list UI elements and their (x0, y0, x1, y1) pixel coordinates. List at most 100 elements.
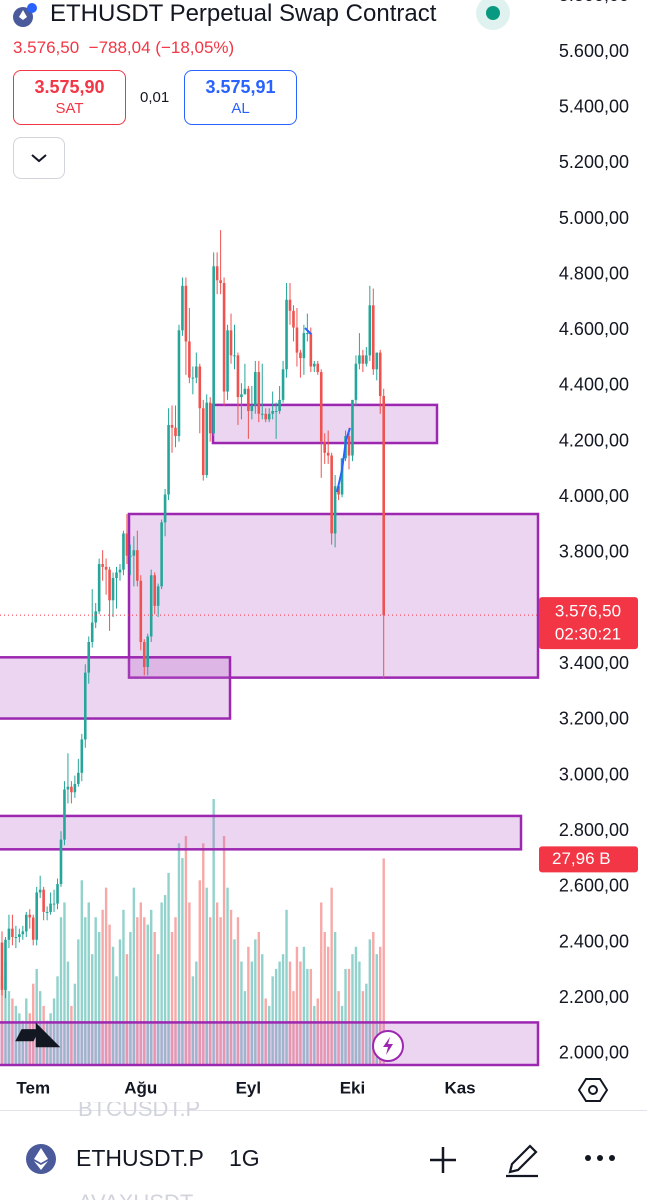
candle-body (83, 672, 87, 740)
candle-body (163, 494, 167, 523)
volume-bar (28, 1013, 31, 1065)
volume-bar (337, 991, 340, 1065)
volume-bar (184, 835, 188, 1065)
market-status[interactable] (476, 0, 510, 30)
volume-bar (240, 961, 243, 1065)
volume-bar (163, 895, 167, 1065)
prev-symbol: BTCUSDT.P (78, 1102, 200, 1120)
volume-bar (136, 917, 139, 1065)
volume-bar (299, 961, 302, 1065)
candle-body (77, 772, 80, 784)
footer-interval[interactable]: 1G (229, 1145, 260, 1171)
volume-bar (198, 880, 201, 1065)
price-tag (539, 597, 638, 650)
candle-body (28, 914, 32, 918)
volume-bar (351, 954, 354, 1065)
volume-bar (32, 983, 35, 1065)
coin-icon (13, 3, 37, 27)
candle-body (35, 892, 38, 940)
collapse-button[interactable] (13, 137, 65, 179)
candle-body (56, 884, 59, 904)
volume-bar (77, 939, 80, 1065)
candle-body (340, 458, 344, 495)
candle-body (125, 533, 129, 556)
candle-body (24, 914, 28, 932)
candle-body (149, 575, 153, 637)
candle-body (323, 441, 327, 453)
candle-body (260, 413, 264, 415)
volume-bar (42, 1005, 45, 1065)
candle-body (80, 739, 84, 773)
volume-bar (261, 954, 264, 1065)
y-tick-label: 5.600,00 (559, 41, 629, 61)
draw-icon[interactable] (502, 1140, 542, 1180)
volume-bar (361, 991, 365, 1065)
volume-bar (160, 902, 163, 1065)
settings-icon[interactable] (578, 1075, 608, 1105)
candle-body (66, 786, 70, 790)
y-tick-label: 3.000,00 (559, 764, 629, 784)
candle-body (299, 352, 302, 359)
last-price: 3.576,50 (13, 38, 80, 57)
volume-bar (209, 917, 212, 1065)
candle-body (136, 550, 139, 581)
candle-body (306, 333, 309, 335)
x-tick-label: Ağu (124, 1078, 157, 1097)
candle-body (198, 366, 202, 409)
add-icon[interactable] (425, 1142, 461, 1178)
volume-bar (146, 924, 149, 1065)
candle-body (309, 333, 313, 367)
candle-body (97, 564, 101, 612)
candle-body (378, 352, 382, 397)
volume-bar (254, 939, 257, 1065)
volume-bar (63, 902, 66, 1065)
candle-body (104, 566, 108, 570)
volume-bar (330, 887, 333, 1065)
volume-bar (70, 1005, 73, 1065)
x-tick-label: Tem (16, 1078, 50, 1097)
sell-button[interactable]: 3.575,90 SAT (13, 70, 126, 125)
candle-body (177, 330, 181, 437)
volume-bar (365, 983, 368, 1065)
candle-body (295, 327, 299, 353)
divider (0, 1110, 647, 1111)
y-tick-label: 5.000,00 (559, 208, 629, 228)
volume-bar (125, 954, 129, 1065)
price-line: 3.576,50 −788,04 (−18,05%) (13, 38, 234, 58)
header: ETHUSDT Perpetual Swap Contract (0, 0, 647, 30)
candle-body (365, 355, 368, 364)
volume-bar (195, 961, 198, 1065)
candle-body (167, 424, 170, 495)
candle-body (302, 333, 306, 359)
y-tick-label: 4.000,00 (559, 486, 629, 506)
volume-bar (205, 887, 208, 1065)
volume-bar (45, 1020, 49, 1065)
candle-body (250, 405, 254, 412)
zone (0, 1021, 540, 1067)
candle-body (382, 396, 385, 616)
volume-bar (295, 946, 299, 1065)
candle-body (42, 889, 45, 912)
replay-icon[interactable] (370, 1028, 406, 1064)
y-tick-label: 5.800,00 (559, 0, 629, 5)
volume-bar (14, 1005, 18, 1065)
x-tick-label: Eyl (236, 1078, 262, 1097)
price-change: −788,04 (−18,05%) (88, 38, 235, 57)
tv-logo: ▰◣ (16, 1017, 59, 1050)
volume-bar (129, 932, 132, 1065)
more-icon[interactable] (582, 1148, 618, 1168)
candle-body (254, 372, 257, 406)
buy-price: 3.575,91 (205, 77, 276, 97)
candle-body (267, 413, 271, 420)
y-tick-label: 2.600,00 (559, 876, 629, 896)
volume-bar (150, 909, 153, 1065)
buy-button[interactable]: 3.575,91 AL (184, 70, 297, 125)
candle-body (122, 533, 125, 570)
volume-bar (257, 932, 260, 1065)
volume-tag (539, 846, 638, 873)
candle-body (243, 388, 247, 395)
volume-bar (271, 976, 274, 1065)
footer-symbol[interactable]: ETHUSDT.P (76, 1145, 204, 1171)
candle-body (45, 911, 49, 913)
